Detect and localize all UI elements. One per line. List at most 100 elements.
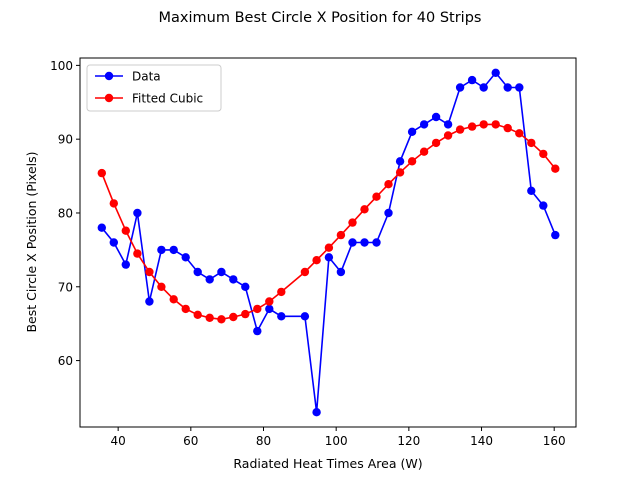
data-point (265, 297, 273, 305)
legend-label: Data (132, 70, 161, 84)
data-point (229, 275, 237, 283)
data-point (372, 238, 380, 246)
data-point (396, 168, 404, 176)
data-point (551, 165, 559, 173)
data-point (515, 83, 523, 91)
data-point (480, 120, 488, 128)
data-point (408, 128, 416, 136)
data-point (348, 238, 356, 246)
x-tick-label: 160 (543, 434, 566, 448)
data-point (145, 297, 153, 305)
data-point (444, 131, 452, 139)
data-point (360, 238, 368, 246)
data-point (384, 180, 392, 188)
data-point (420, 120, 428, 128)
data-point (133, 249, 141, 257)
data-point (551, 231, 559, 239)
data-point (253, 305, 261, 313)
data-point (182, 253, 190, 261)
data-point (277, 288, 285, 296)
chart-title: Maximum Best Circle X Position for 40 St… (159, 10, 482, 26)
data-point (122, 227, 130, 235)
series-line-1 (102, 124, 556, 319)
data-point (432, 139, 440, 147)
data-point (372, 193, 380, 201)
x-tick-label: 120 (397, 434, 420, 448)
data-point (539, 150, 547, 158)
y-tick-label: 100 (50, 59, 73, 73)
data-point (360, 205, 368, 213)
data-point (98, 169, 106, 177)
data-point (468, 122, 476, 130)
data-point (492, 69, 500, 77)
data-point (229, 313, 237, 321)
data-point (110, 199, 118, 207)
data-point (110, 238, 118, 246)
data-point (348, 218, 356, 226)
y-axis: 60 70 80 90 100 (50, 59, 80, 368)
data-point (301, 312, 309, 320)
y-axis-label: Best Circle X Position (Pixels) (24, 151, 39, 332)
data-point (217, 315, 225, 323)
y-tick-label: 80 (58, 206, 73, 220)
data-point (241, 310, 249, 318)
x-tick-label: 40 (111, 434, 126, 448)
data-point (420, 148, 428, 156)
data-point (468, 76, 476, 84)
y-tick-label: 70 (58, 280, 73, 294)
x-axis: 40 60 80 100 120 140 160 (111, 427, 566, 448)
data-point (337, 268, 345, 276)
data-point (456, 83, 464, 91)
data-point (145, 268, 153, 276)
data-point (408, 157, 416, 165)
data-point (241, 283, 249, 291)
data-point (170, 295, 178, 303)
data-point (194, 311, 202, 319)
legend-marker (105, 94, 113, 102)
data-point (277, 312, 285, 320)
plot-frame (80, 58, 576, 427)
data-point (122, 260, 130, 268)
y-tick-label: 60 (58, 354, 73, 368)
data-point (325, 253, 333, 261)
data-point (480, 83, 488, 91)
data-point (337, 231, 345, 239)
x-tick-label: 80 (256, 434, 271, 448)
data-point (312, 256, 320, 264)
data-point (217, 268, 225, 276)
data-point (194, 268, 202, 276)
data-point (157, 283, 165, 291)
data-point (312, 408, 320, 416)
data-point (206, 314, 214, 322)
data-point (157, 246, 165, 254)
data-point (396, 157, 404, 165)
y-tick-label: 90 (58, 133, 73, 147)
data-point (539, 201, 547, 209)
x-tick-label: 100 (325, 434, 348, 448)
data-point (170, 246, 178, 254)
data-point (456, 125, 464, 133)
data-point (432, 113, 440, 121)
data-point (504, 83, 512, 91)
legend: Data Fitted Cubic (87, 65, 221, 111)
x-axis-label: Radiated Heat Times Area (W) (233, 456, 422, 471)
data-point (527, 187, 535, 195)
data-point (253, 327, 261, 335)
data-point (98, 224, 106, 232)
data-point (384, 209, 392, 217)
data-point (133, 209, 141, 217)
legend-label: Fitted Cubic (132, 92, 203, 106)
data-point (325, 244, 333, 252)
data-point (265, 305, 273, 313)
data-point (301, 268, 309, 276)
data-point (444, 120, 452, 128)
data-point (206, 275, 214, 283)
data-point (527, 139, 535, 147)
data-point (515, 129, 523, 137)
legend-marker (105, 72, 113, 80)
data-point (504, 124, 512, 132)
x-tick-label: 140 (470, 434, 493, 448)
data-point (492, 120, 500, 128)
x-tick-label: 60 (183, 434, 198, 448)
